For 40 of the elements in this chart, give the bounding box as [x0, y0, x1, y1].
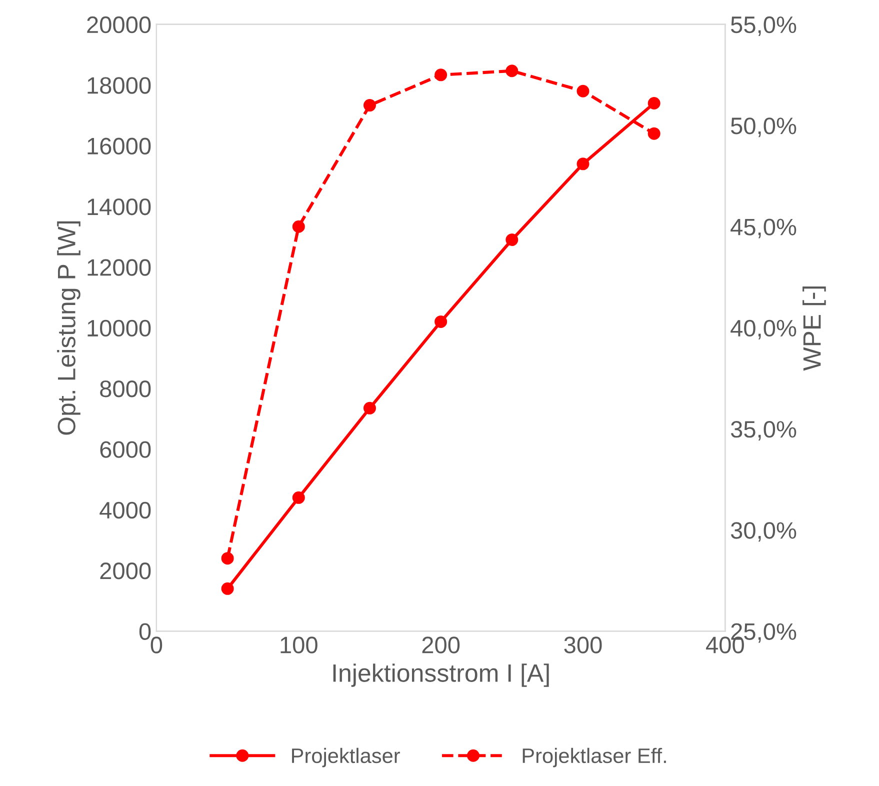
y-tick-label: 16000 [88, 138, 151, 155]
y-tick-label: 14000 [88, 198, 151, 216]
x-tick-label: 300 [564, 636, 602, 654]
point [506, 64, 518, 78]
point [576, 84, 590, 98]
point [434, 68, 448, 82]
point [292, 220, 305, 233]
x-tick-label: 0 [150, 636, 162, 654]
y-tick-label: 20000 [87, 16, 151, 34]
y-tick-label: 12000 [88, 259, 151, 276]
point [221, 552, 234, 565]
y-tick-label: 6000 [100, 441, 151, 458]
x-tick-label: 100 [280, 636, 318, 654]
y-tick-label: 8000 [100, 380, 151, 398]
legend-label: Projektlaser [292, 748, 400, 768]
y-axis-title: Opt. Leistung P [W] [57, 221, 80, 435]
x-tick-label: 200 [422, 636, 460, 654]
point [292, 491, 305, 504]
y-tick-label: 2000 [100, 562, 151, 580]
point [363, 402, 376, 414]
point [434, 315, 448, 328]
point [648, 97, 660, 110]
y2-tick-label: 35,0% [730, 420, 796, 440]
y-tick-label: 0 [139, 623, 151, 640]
y-tick-label: 4000 [100, 502, 151, 519]
legend-label: Projektlaser Eff. [522, 748, 666, 768]
point [506, 234, 518, 246]
point [221, 582, 234, 595]
y2-tick-label: 30,0% [730, 522, 796, 542]
point [576, 158, 590, 170]
y2-tick-label: 50,0% [730, 118, 796, 138]
y2-tick-label: 40,0% [730, 320, 796, 340]
y2-tick-label: 55,0% [730, 16, 796, 36]
x-axis-title: Injektionsstrom I [A] [333, 664, 549, 687]
point [648, 127, 660, 140]
y-tick-label: 18000 [88, 77, 151, 94]
y2-tick-label: 45,0% [730, 218, 796, 238]
y2-axis-title: WPE [-] [802, 286, 826, 371]
point [363, 99, 376, 112]
y-tick-label: 10000 [88, 320, 151, 337]
